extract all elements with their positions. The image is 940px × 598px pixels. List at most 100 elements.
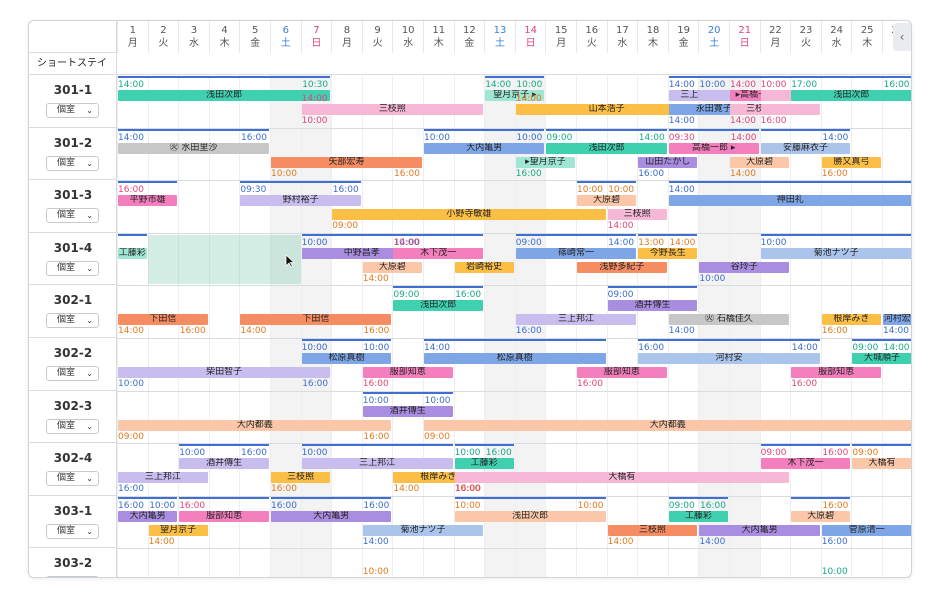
booking-bar[interactable]: 浅野多紀子 bbox=[577, 261, 667, 273]
booking-bar[interactable]: 根岸みき bbox=[821, 314, 881, 326]
weekday: 土 bbox=[494, 38, 505, 49]
booking-bar[interactable]: 柴田智子 bbox=[118, 367, 331, 378]
booking-bar[interactable]: 大原碧 bbox=[730, 156, 790, 168]
booking-bar[interactable]: 酒井傳生 bbox=[179, 458, 269, 470]
booking-bar[interactable]: 三枝照 bbox=[607, 209, 667, 221]
booking-bar[interactable]: 岩崎裕史 bbox=[454, 261, 514, 273]
booking-bar[interactable]: 服部知恵 bbox=[577, 367, 667, 378]
booking-bar[interactable]: 木下茂一 bbox=[760, 458, 851, 470]
booking-bar[interactable]: 木下茂一 bbox=[393, 247, 484, 259]
day-header: 10 水 bbox=[392, 21, 423, 53]
booking-bar[interactable]: 三枝照 bbox=[730, 104, 790, 115]
booking-bar[interactable]: ▸望月京子 bbox=[515, 156, 575, 168]
booking-bar[interactable]: 浅田次郎 bbox=[791, 90, 911, 101]
room-type-select[interactable]: 個室⌄ bbox=[46, 471, 99, 487]
end-time: 14:00 bbox=[393, 484, 420, 495]
room-type-select[interactable]: 個室⌄ bbox=[46, 418, 99, 434]
day-number: 8 bbox=[343, 25, 351, 36]
booking-bar[interactable]: 根岸みき bbox=[393, 472, 484, 484]
booking-bar[interactable]: 篠崎常一 bbox=[515, 247, 637, 259]
booking-bar[interactable]: 工藤彩 bbox=[454, 458, 514, 470]
room-type-select[interactable]: 個室⌄ bbox=[46, 366, 99, 381]
booking-bar[interactable]: 浅田次郎 bbox=[393, 300, 484, 312]
booking-bar[interactable]: 松原真樹 bbox=[301, 353, 392, 364]
booking-bar[interactable]: 工藤彩 bbox=[668, 510, 728, 522]
booking-bar[interactable]: 大内都義 bbox=[424, 419, 911, 431]
booking-bar[interactable]: 服部知恵 bbox=[791, 367, 881, 378]
day-header: 17 水 bbox=[606, 21, 638, 53]
booking-bar[interactable]: 安藤麻衣子 bbox=[760, 142, 851, 154]
booking-topline bbox=[118, 76, 331, 78]
room-type-select[interactable]: 個室⌄ bbox=[46, 103, 99, 118]
booking-bar[interactable]: 野村裕子 bbox=[240, 195, 361, 207]
booking-bar[interactable]: 大橋有 bbox=[852, 458, 911, 470]
booking-bar[interactable]: 平野市雄 bbox=[118, 195, 178, 207]
chevron-down-icon: ⌄ bbox=[86, 106, 93, 115]
room-type-select[interactable]: 個室⌄ bbox=[46, 260, 99, 276]
booking-bar[interactable]: 永田寛子 bbox=[668, 104, 759, 115]
booking-bar[interactable] bbox=[760, 104, 820, 115]
booking-bar[interactable]: 河村安 bbox=[638, 353, 820, 364]
booking-bar[interactable]: 山本浩子 bbox=[515, 104, 698, 115]
booking-bar[interactable]: 下田信 bbox=[240, 314, 392, 326]
booking-bar[interactable]: 三枝照 bbox=[607, 524, 698, 536]
booking-bar[interactable] bbox=[699, 90, 759, 101]
booking-bar[interactable]: 大原碧 bbox=[362, 261, 422, 273]
booking-bar[interactable]: 中野昌孝 bbox=[301, 247, 422, 259]
booking-topline bbox=[852, 444, 911, 447]
booking-bar[interactable]: 望月京子 ▸ bbox=[485, 90, 545, 101]
booking-bar[interactable]: 下田信 bbox=[118, 314, 208, 326]
booking-bar[interactable]: 菊池ナツ子 bbox=[362, 524, 484, 536]
booking-bar[interactable]: 三枝照 bbox=[271, 472, 331, 484]
booking-bar[interactable]: 酒井傳生 bbox=[607, 300, 698, 312]
booking-bar[interactable] bbox=[760, 90, 820, 101]
booking-bar[interactable]: 高橋一郎 ▸ bbox=[668, 142, 759, 154]
room-type-select[interactable]: 個室⌄ bbox=[46, 523, 99, 539]
booking-bar[interactable]: 河村宏 bbox=[883, 314, 911, 326]
booking-bar[interactable]: 浅田次郎 bbox=[118, 90, 331, 101]
booking-bar[interactable]: 服部知恵 bbox=[362, 367, 453, 378]
booking-bar[interactable]: 浅田次郎 bbox=[546, 142, 667, 154]
end-time: 14:00 bbox=[730, 116, 756, 126]
booking-bar[interactable]: 松原真樹 bbox=[424, 353, 606, 364]
booking-bar[interactable]: 矢部宏寿 bbox=[271, 156, 422, 168]
booking-bar[interactable]: 酒井傳生 bbox=[362, 405, 453, 417]
booking-bar[interactable]: 大内亀男 bbox=[424, 142, 545, 154]
booking-bar[interactable]: ▸高橋一郎 ▸ bbox=[730, 90, 790, 101]
booking-bar[interactable]: 小野寺敏雄 bbox=[332, 209, 606, 221]
booking-bar[interactable]: 大橋有 bbox=[454, 472, 790, 484]
booking-bar[interactable]: 三上邦江 bbox=[301, 458, 453, 470]
booking-bar[interactable]: 大原碧 bbox=[791, 510, 851, 522]
booking-bar[interactable]: 大原碧 bbox=[363, 577, 453, 578]
booking-bar[interactable]: 谷玲子 bbox=[699, 261, 790, 273]
booking-bar[interactable]: 望月京子 bbox=[148, 524, 208, 536]
room-type-select[interactable]: 個室⌄ bbox=[46, 208, 99, 224]
booking-bar[interactable]: 神田礼 bbox=[668, 195, 911, 207]
room-type-select[interactable]: 個室⌄ bbox=[46, 313, 99, 329]
booking-bar[interactable]: 大内亀男 bbox=[699, 524, 820, 536]
booking-bar[interactable]: 大内都義 bbox=[118, 419, 392, 431]
booking-bar[interactable]: 三上邦江 bbox=[668, 90, 728, 101]
booking-bar[interactable]: 大城順子 bbox=[852, 353, 911, 364]
booking-bar[interactable]: 三上邦江 bbox=[118, 472, 208, 484]
booking-bar[interactable]: 工藤彩 bbox=[822, 577, 912, 578]
booking-bar[interactable]: 三枝照 bbox=[301, 104, 484, 115]
booking-bar[interactable]: 今野長生 bbox=[638, 247, 698, 259]
booking-bar[interactable]: 勝又真弓 bbox=[821, 156, 881, 168]
booking-bar[interactable]: 大原碧 bbox=[577, 195, 637, 207]
booking-bar[interactable]: 大内亀男 bbox=[271, 510, 392, 522]
booking-bar[interactable]: 浅田次郎 bbox=[454, 510, 606, 522]
booking-bar[interactable]: 服部知恵 bbox=[179, 510, 269, 522]
booking-bar[interactable]: 山田たかし bbox=[638, 156, 698, 168]
scroll-left-button[interactable]: ‹ bbox=[893, 23, 911, 51]
room-type-select[interactable]: 個室⌄ bbox=[46, 576, 99, 577]
booking-bar[interactable]: 工藤彩 bbox=[118, 247, 147, 259]
end-time: 14:00 bbox=[791, 343, 818, 353]
booking-bar[interactable]: ㊋ 水田里沙 bbox=[118, 142, 269, 154]
booking-bar[interactable]: 菊池ナツ子 bbox=[760, 247, 911, 259]
room-type-select[interactable]: 個室⌄ bbox=[46, 155, 99, 171]
booking-bar[interactable]: 菅原清一 bbox=[821, 524, 911, 536]
booking-bar[interactable]: 大内亀男 bbox=[118, 510, 178, 522]
booking-bar[interactable]: 三上邦江 bbox=[515, 314, 637, 326]
booking-bar[interactable]: ㊋ 石橋佳久 bbox=[668, 314, 790, 326]
